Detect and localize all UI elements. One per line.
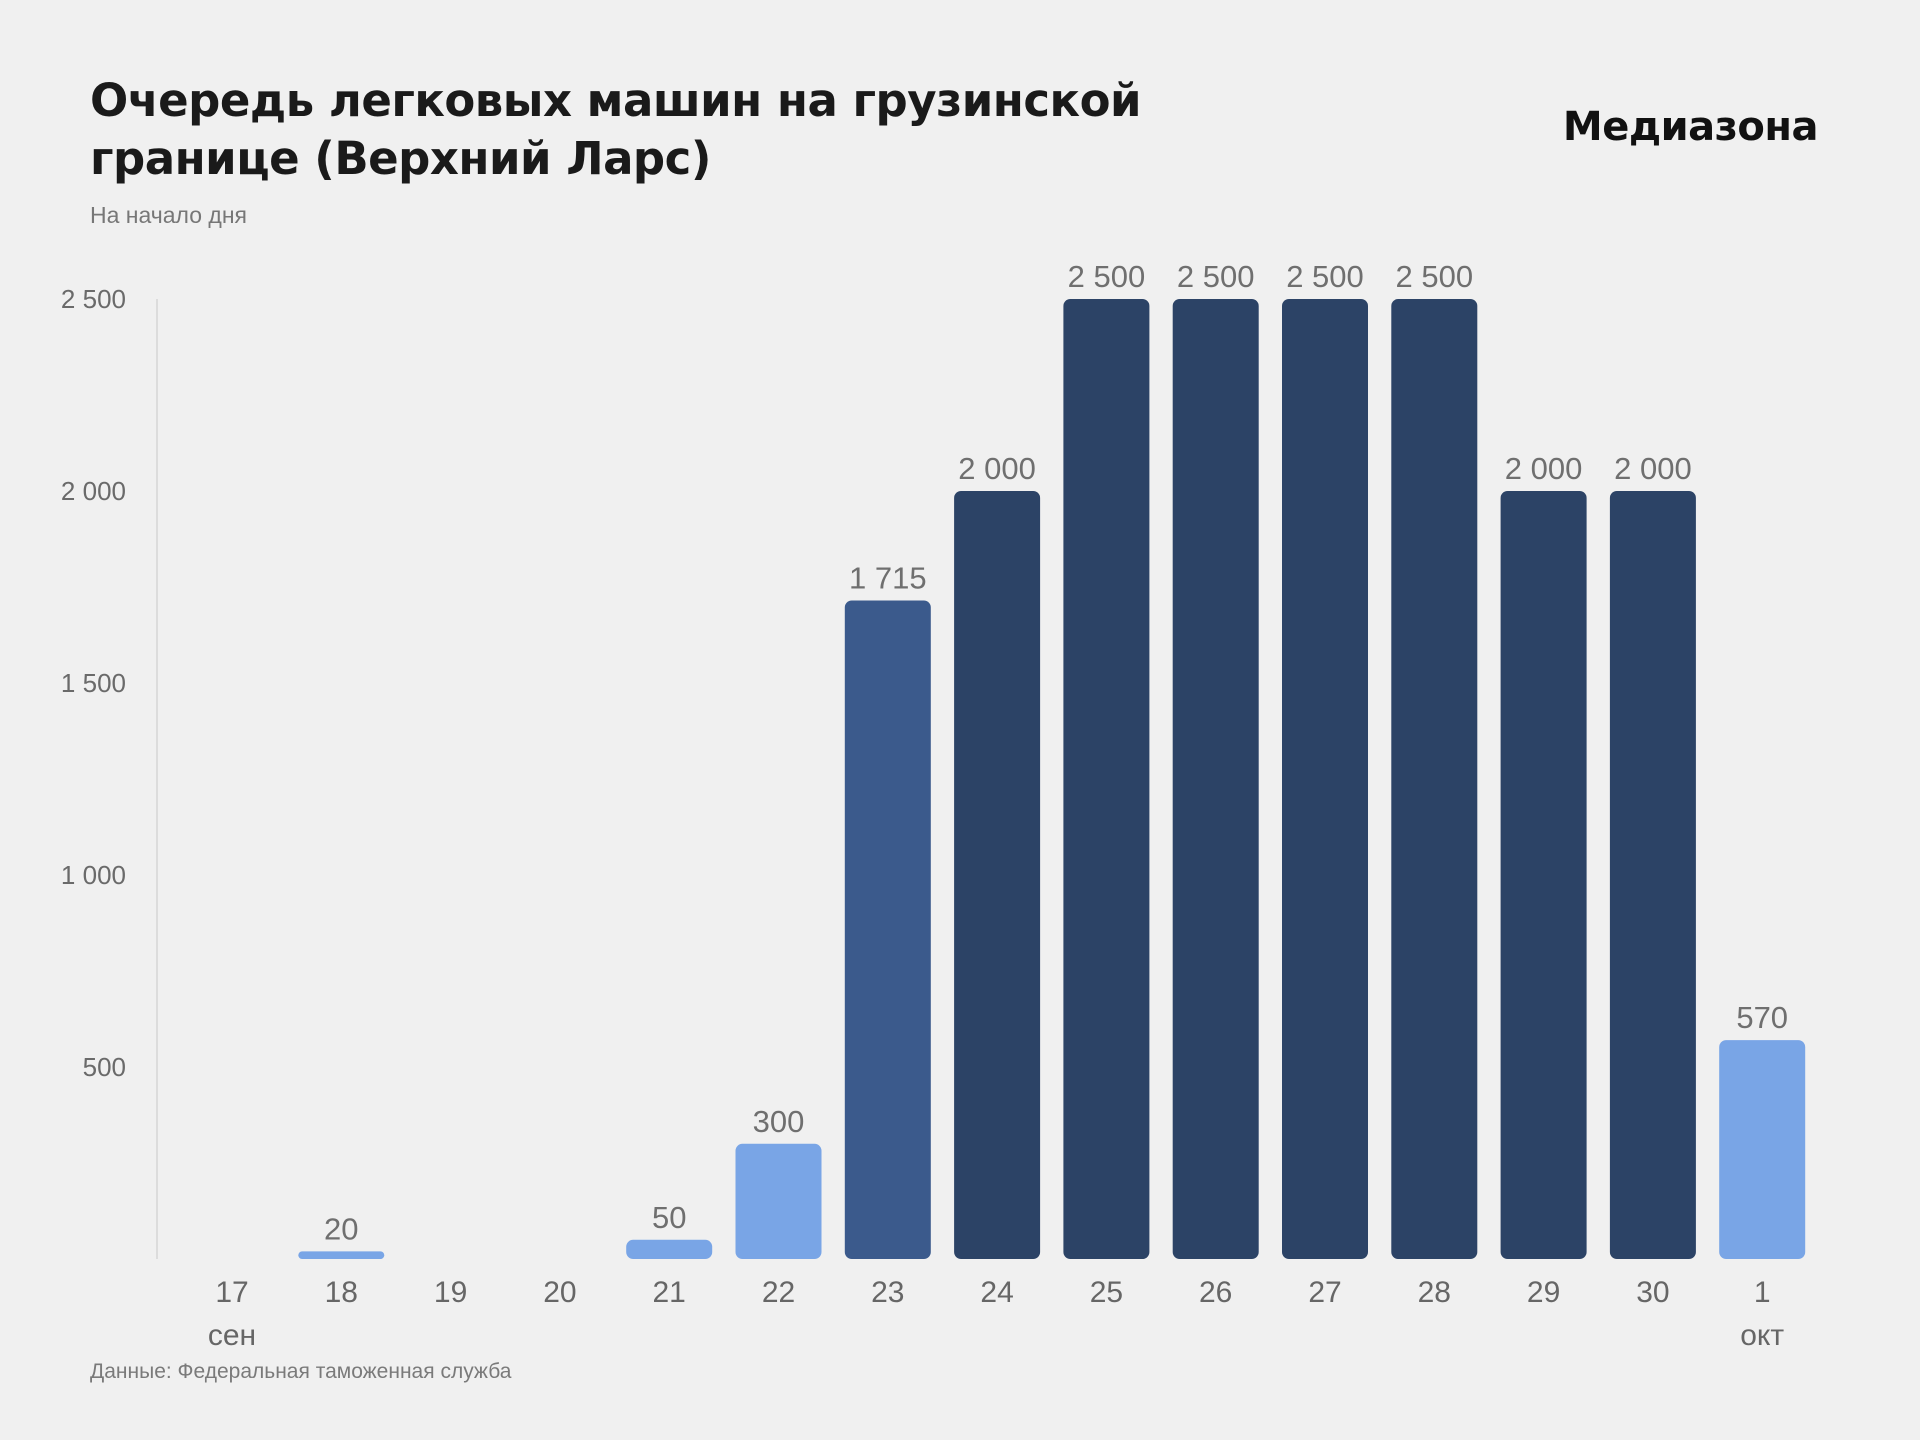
bar-27 (1282, 299, 1368, 1259)
x-tick-label: 26 (1199, 1276, 1232, 1309)
bar-1 (1719, 1040, 1806, 1259)
bars: 20 50 300 1 715 2 000 2 500 2 500 2 500 2 500 2 0… (298, 259, 1806, 1259)
y-tick-label: 500 (83, 1052, 126, 1082)
bar-value-label: 1 715 (849, 560, 927, 595)
bar-28 (1391, 299, 1478, 1259)
bar-value-label: 2 000 (1614, 451, 1692, 486)
x-tick-label: 28 (1418, 1276, 1451, 1309)
x-tick-label: 27 (1308, 1276, 1341, 1309)
bar-22 (735, 1143, 822, 1259)
bar-25 (1063, 299, 1150, 1259)
x-tick-label: 21 (653, 1276, 686, 1309)
bar-value-label: 2 000 (958, 451, 1036, 486)
bar-value-label: 50 (652, 1200, 686, 1235)
x-tick-label: 18 (325, 1276, 358, 1309)
bar-24 (954, 491, 1041, 1259)
bar-value-label: 20 (324, 1211, 358, 1246)
x-tick-month-label: сен (208, 1319, 256, 1352)
chart-title: Очередь легковых машин на грузинской гра… (90, 74, 1142, 185)
bar-23 (844, 600, 931, 1259)
brand-logo: Медиазона (1562, 104, 1819, 150)
bar-30 (1609, 491, 1696, 1259)
bar-value-label: 570 (1736, 1000, 1788, 1035)
y-tick-label: 1 500 (61, 668, 126, 698)
chart-subtitle: На начало дня (90, 202, 247, 228)
x-tick-month-label: окт (1740, 1319, 1784, 1352)
x-tick-label: 20 (543, 1276, 576, 1309)
x-tick-label: 17 (215, 1276, 248, 1309)
bar-18 (298, 1251, 385, 1259)
x-tick-label: 22 (762, 1276, 795, 1309)
bar-26 (1172, 299, 1259, 1259)
x-tick-label: 30 (1636, 1276, 1669, 1309)
x-tick-label: 24 (980, 1276, 1013, 1309)
bar-value-label: 300 (753, 1104, 805, 1139)
data-source: Данные: Федеральная таможенная служба (90, 1360, 512, 1383)
y-tick-label: 2 500 (61, 284, 126, 314)
bar-value-label: 2 000 (1505, 451, 1583, 486)
x-tick-label: 23 (871, 1276, 904, 1309)
bar-value-label: 2 500 (1286, 259, 1364, 294)
x-tick-label: 29 (1527, 1276, 1560, 1309)
bar-29 (1500, 491, 1587, 1259)
bar-21 (626, 1239, 713, 1259)
y-axis: 500 1 000 1 500 2 000 2 500 (61, 284, 158, 1259)
x-tick-label: 19 (434, 1276, 467, 1309)
x-tick-label: 1 (1754, 1276, 1771, 1309)
y-tick-label: 1 000 (61, 860, 126, 890)
bar-value-label: 2 500 (1177, 259, 1255, 294)
y-tick-label: 2 000 (61, 476, 126, 506)
bar-value-label: 2 500 (1068, 259, 1146, 294)
bar-value-label: 2 500 (1396, 259, 1474, 294)
x-tick-label: 25 (1090, 1276, 1123, 1309)
x-axis: 17 сен 18 19 20 21 22 23 24 25 26 27 28 29 30 1 окт (208, 1276, 1785, 1352)
